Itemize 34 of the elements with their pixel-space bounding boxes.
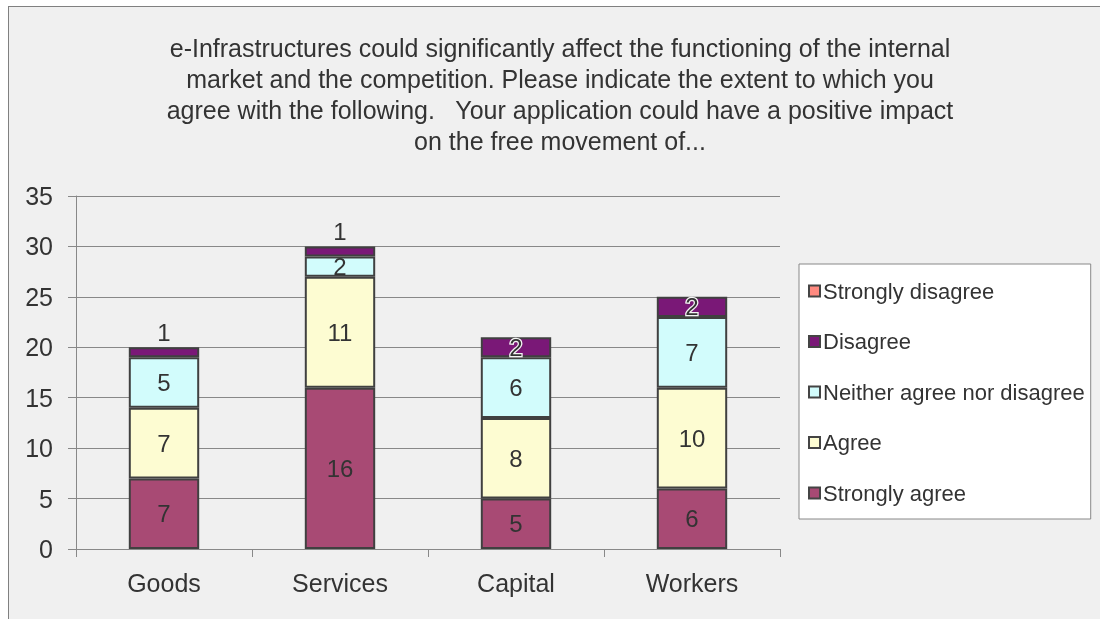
data-label: 6 bbox=[685, 505, 699, 533]
data-label: 10 bbox=[678, 424, 706, 452]
data-label: 2 bbox=[333, 253, 347, 281]
y-tick-label: 20 bbox=[25, 333, 53, 362]
data-label: 5 bbox=[509, 510, 523, 538]
data-label: 7 bbox=[685, 338, 699, 366]
data-label: 1 bbox=[333, 217, 347, 245]
data-label: 1 bbox=[157, 318, 171, 346]
y-tick-label: 25 bbox=[25, 282, 53, 311]
data-label: 2 bbox=[685, 293, 699, 321]
y-tick-label: 30 bbox=[25, 232, 53, 261]
data-label: 2 bbox=[509, 333, 523, 361]
legend-label: Agree bbox=[823, 430, 882, 455]
x-tick-label: Workers bbox=[645, 568, 739, 597]
data-label: 6 bbox=[509, 374, 523, 402]
data-label: 16 bbox=[326, 454, 354, 482]
data-label: 7 bbox=[157, 500, 171, 528]
x-tick-label: Services bbox=[292, 568, 388, 597]
y-tick-label: 35 bbox=[25, 182, 53, 210]
data-label: 5 bbox=[157, 369, 171, 397]
x-tick-label: Capital bbox=[477, 568, 555, 597]
legend-label: Disagree bbox=[823, 329, 912, 354]
legend-label: Neither agree nor disagree bbox=[823, 379, 1085, 405]
y-tick-label: 0 bbox=[39, 535, 53, 563]
data-label: 7 bbox=[157, 429, 171, 457]
y-tick-label: 10 bbox=[25, 434, 53, 463]
y-tick-label: 5 bbox=[39, 484, 53, 513]
y-tick-label: 15 bbox=[25, 383, 53, 412]
data-label: 11 bbox=[327, 318, 353, 346]
x-tick-label: Goods bbox=[127, 568, 201, 597]
legend-label: Strongly agree bbox=[823, 480, 967, 506]
legend-label: Strongly disagree bbox=[823, 278, 995, 304]
data-label: 8 bbox=[509, 444, 523, 472]
chart-title: e-Infrastructures could significantly affect the functioning of the internal market and the competition. Please indicate the extent to which you agree with the following. Your application could have a positive impact on the free movement of... bbox=[166, 33, 954, 155]
